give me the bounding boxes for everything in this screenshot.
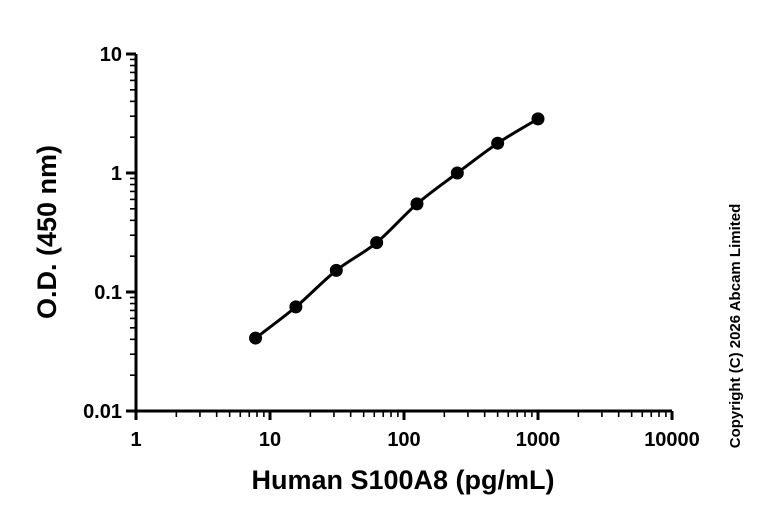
x-tick-label: 1 [130,429,141,451]
x-tick-label: 10000 [644,429,700,451]
data-point [410,197,424,211]
data-points [249,112,545,345]
data-point [329,263,343,277]
data-point [491,136,505,150]
y-tick-label: 10 [100,44,122,66]
x-tick-label: 10 [259,429,281,451]
copyright-text: Copyright (C) 2026 Abcam Limited [727,204,744,448]
x-axis-title: Human S100A8 (pg/mL) [251,465,554,495]
y-tick-label: 1 [111,163,122,185]
x-tick-label: 100 [387,429,420,451]
major-ticks [126,52,674,420]
x-tick-label: 1000 [516,429,561,451]
y-tick-label: 0.01 [83,401,122,423]
data-point [370,236,384,250]
data-point [531,112,545,126]
data-point [289,300,303,314]
minor-ticks [130,58,667,417]
data-point [249,331,263,345]
y-axis-title: O.D. (450 nm) [32,145,62,319]
data-point [450,166,464,180]
tick-labels: 1 10 100 1000 10000 0.01 0.1 1 10 [83,44,700,451]
y-tick-label: 0.1 [94,282,122,304]
